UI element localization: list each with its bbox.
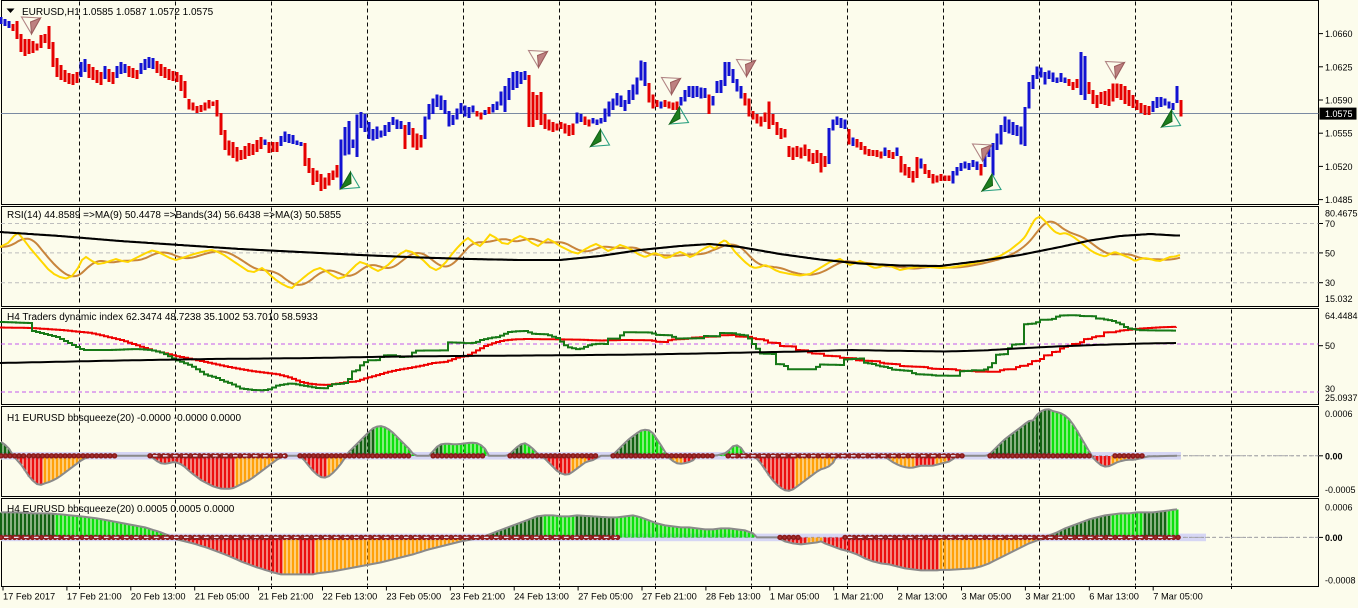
svg-text:3 Mar 05:00: 3 Mar 05:00	[962, 592, 1012, 602]
svg-text:50: 50	[1325, 248, 1335, 258]
svg-text:7 Mar 05:00: 7 Mar 05:00	[1153, 592, 1203, 602]
svg-text:21 Feb 21:00: 21 Feb 21:00	[259, 592, 314, 602]
svg-text:1.0575: 1.0575	[1325, 109, 1353, 119]
svg-text:H1 EURUSD bbsqueeze(20) -0.000: H1 EURUSD bbsqueeze(20) -0.0000 -0.0000 …	[7, 413, 241, 424]
svg-text:6 Mar 13:00: 6 Mar 13:00	[1089, 592, 1139, 602]
svg-text:3 Mar 21:00: 3 Mar 21:00	[1025, 592, 1075, 602]
svg-text:1.0485: 1.0485	[1325, 195, 1353, 205]
svg-text:30: 30	[1325, 384, 1335, 394]
svg-text:23 Feb 05:00: 23 Feb 05:00	[386, 592, 441, 602]
svg-text:-0.0008: -0.0008	[1325, 576, 1356, 586]
svg-text:H4 Traders dynamic index 62.34: H4 Traders dynamic index 62.3474 48.7238…	[7, 312, 318, 323]
svg-text:RSI(14) 44.8589 =>MA(9) 50.44: RSI(14) 44.8589 =>MA(9) 50.4478 =>Bands(…	[7, 210, 342, 221]
svg-text:EURUSD,H1 1.0585 1.0587 1.057: EURUSD,H1 1.0585 1.0587 1.0572 1.0575	[22, 7, 214, 18]
svg-text:23 Feb 21:00: 23 Feb 21:00	[450, 592, 505, 602]
svg-text:1.0555: 1.0555	[1325, 129, 1353, 139]
svg-text:H4 EURUSD bbsqueeze(20) 0.0005: H4 EURUSD bbsqueeze(20) 0.0005 0.0005 0.…	[7, 504, 235, 515]
svg-text:1.0625: 1.0625	[1325, 62, 1353, 72]
svg-text:0.0006: 0.0006	[1325, 409, 1353, 419]
svg-text:15.032: 15.032	[1325, 294, 1353, 304]
svg-text:0.00: 0.00	[1325, 451, 1343, 461]
svg-text:17 Feb 2017: 17 Feb 2017	[3, 592, 55, 602]
svg-text:0.00: 0.00	[1325, 533, 1343, 543]
svg-text:27 Feb 21:00: 27 Feb 21:00	[642, 592, 697, 602]
svg-text:22 Feb 13:00: 22 Feb 13:00	[323, 592, 378, 602]
svg-text:2 Mar 13:00: 2 Mar 13:00	[898, 592, 948, 602]
svg-text:1.0520: 1.0520	[1325, 162, 1353, 172]
svg-text:64.4484: 64.4484	[1325, 311, 1358, 321]
svg-text:17 Feb 21:00: 17 Feb 21:00	[67, 592, 122, 602]
svg-text:1.0660: 1.0660	[1325, 29, 1353, 39]
svg-text:25.0937: 25.0937	[1325, 393, 1358, 403]
svg-text:28 Feb 13:00: 28 Feb 13:00	[706, 592, 761, 602]
svg-text:1 Mar 05:00: 1 Mar 05:00	[770, 592, 820, 602]
svg-text:0.0006: 0.0006	[1325, 502, 1353, 512]
svg-text:20 Feb 13:00: 20 Feb 13:00	[131, 592, 186, 602]
svg-text:24 Feb 13:00: 24 Feb 13:00	[514, 592, 569, 602]
svg-text:30: 30	[1325, 278, 1335, 288]
svg-text:50: 50	[1325, 341, 1335, 351]
svg-text:27 Feb 05:00: 27 Feb 05:00	[578, 592, 633, 602]
svg-text:21 Feb 05:00: 21 Feb 05:00	[195, 592, 250, 602]
svg-text:80.4675: 80.4675	[1325, 209, 1358, 219]
svg-text:1 Mar 21:00: 1 Mar 21:00	[834, 592, 884, 602]
svg-text:-0.0005: -0.0005	[1325, 485, 1356, 495]
svg-text:70: 70	[1325, 219, 1335, 229]
svg-text:1.0590: 1.0590	[1325, 96, 1353, 106]
